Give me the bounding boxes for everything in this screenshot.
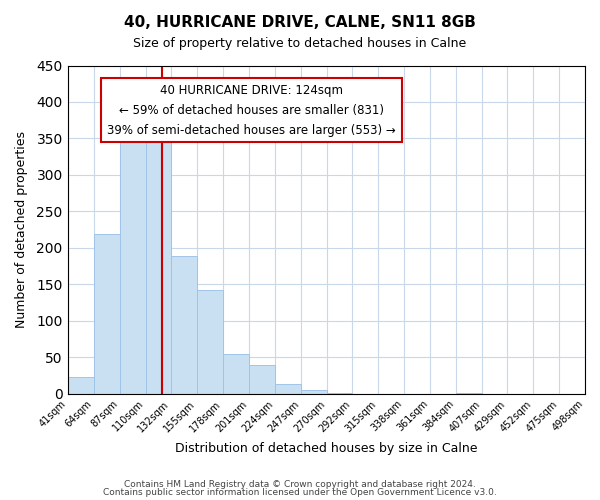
Text: Contains public sector information licensed under the Open Government Licence v3: Contains public sector information licen… (103, 488, 497, 497)
Y-axis label: Number of detached properties: Number of detached properties (15, 131, 28, 328)
Text: 40 HURRICANE DRIVE: 124sqm
← 59% of detached houses are smaller (831)
39% of sem: 40 HURRICANE DRIVE: 124sqm ← 59% of deta… (107, 84, 395, 136)
X-axis label: Distribution of detached houses by size in Calne: Distribution of detached houses by size … (175, 442, 478, 455)
Bar (223, 354, 249, 394)
Bar (68, 377, 94, 394)
Bar (119, 118, 146, 394)
Text: 40, HURRICANE DRIVE, CALNE, SN11 8GB: 40, HURRICANE DRIVE, CALNE, SN11 8GB (124, 15, 476, 30)
Bar (456, 393, 482, 394)
Bar (249, 364, 275, 394)
Bar (327, 393, 352, 394)
Text: Contains HM Land Registry data © Crown copyright and database right 2024.: Contains HM Land Registry data © Crown c… (124, 480, 476, 489)
Bar (170, 256, 197, 394)
Bar (301, 390, 327, 394)
Bar (275, 384, 301, 394)
Bar (94, 234, 119, 394)
Text: Size of property relative to detached houses in Calne: Size of property relative to detached ho… (133, 38, 467, 51)
Bar (146, 138, 170, 394)
Bar (197, 290, 223, 394)
